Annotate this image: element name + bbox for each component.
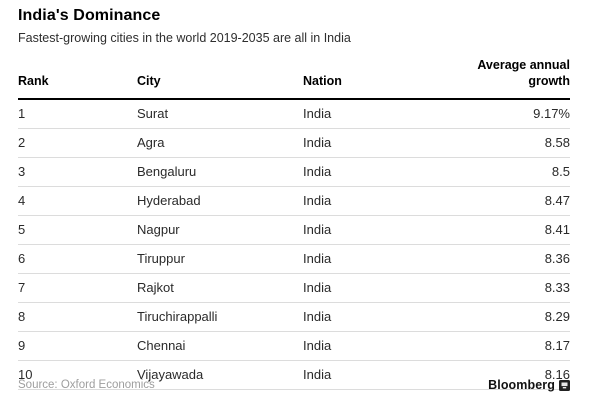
rank-cell: 2: [18, 128, 137, 158]
growth-cell: 9.17%: [448, 98, 570, 129]
rank-cell: 6: [18, 244, 137, 274]
nation-cell: India: [303, 302, 448, 332]
rank-cell: 3: [18, 157, 137, 187]
city-cell: Hyderabad: [137, 186, 303, 216]
nation-cell: India: [303, 244, 448, 274]
table-row: 1 Surat India 9.17%: [18, 98, 570, 129]
city-cell: Chennai: [137, 331, 303, 361]
column-header-nation: Nation: [303, 58, 448, 100]
nation-cell: India: [303, 215, 448, 245]
chart-title: India's Dominance: [18, 7, 161, 24]
rank-cell: 10: [18, 360, 137, 390]
table-row: 5 Nagpur India 8.41: [18, 215, 570, 245]
chart-subtitle: Fastest-growing cities in the world 2019…: [18, 31, 351, 45]
table-header-row: Rank City Nation Average annual growth: [18, 58, 570, 100]
table-row: 10 Vijayawada India 8.16: [18, 360, 570, 390]
growth-cell: 8.5: [448, 157, 570, 187]
rank-cell: 9: [18, 331, 137, 361]
table-row: 6 Tiruppur India 8.36: [18, 244, 570, 274]
growth-cell: 8.16: [448, 360, 570, 390]
bloomberg-brand: Bloomberg: [488, 378, 570, 392]
table-row: 4 Hyderabad India 8.47: [18, 186, 570, 216]
growth-cell: 8.33: [448, 273, 570, 303]
city-cell: Surat: [137, 98, 303, 129]
source-note: Source: Oxford Economics: [18, 379, 155, 391]
growth-cell: 8.41: [448, 215, 570, 245]
bloomberg-wordmark: Bloomberg: [488, 378, 555, 392]
table-row: 3 Bengaluru India 8.5: [18, 157, 570, 187]
city-cell: Bengaluru: [137, 157, 303, 187]
city-cell: Nagpur: [137, 215, 303, 245]
growth-cell: 8.17: [448, 331, 570, 361]
nation-cell: India: [303, 360, 448, 390]
nation-cell: India: [303, 186, 448, 216]
city-cell: Tiruppur: [137, 244, 303, 274]
column-header-growth: Average annual growth: [448, 58, 570, 100]
rankings-table: Rank City Nation Average annual growth 1…: [18, 58, 570, 390]
growth-cell: 8.47: [448, 186, 570, 216]
city-cell: Rajkot: [137, 273, 303, 303]
growth-cell: 8.58: [448, 128, 570, 158]
city-cell: Tiruchirappalli: [137, 302, 303, 332]
rank-cell: 4: [18, 186, 137, 216]
bloomberg-terminal-icon: [559, 379, 570, 391]
nation-cell: India: [303, 157, 448, 187]
nation-cell: India: [303, 98, 448, 129]
table-row: 9 Chennai India 8.17: [18, 331, 570, 361]
nation-cell: India: [303, 273, 448, 303]
table-body: 1 Surat India 9.17% 2 Agra India 8.58 3 …: [18, 98, 570, 390]
table-row: 8 Tiruchirappalli India 8.29: [18, 302, 570, 332]
growth-cell: 8.36: [448, 244, 570, 274]
rank-cell: 8: [18, 302, 137, 332]
growth-cell: 8.29: [448, 302, 570, 332]
column-header-rank: Rank: [18, 58, 137, 100]
city-cell: Vijayawada: [137, 360, 303, 390]
rank-cell: 5: [18, 215, 137, 245]
chart-footer: Source: Oxford Economics Bloomberg: [18, 378, 570, 392]
nation-cell: India: [303, 128, 448, 158]
column-header-city: City: [137, 58, 303, 100]
city-cell: Agra: [137, 128, 303, 158]
rank-cell: 1: [18, 98, 137, 129]
table-row: 7 Rajkot India 8.33: [18, 273, 570, 303]
rank-cell: 7: [18, 273, 137, 303]
nation-cell: India: [303, 331, 448, 361]
table-row: 2 Agra India 8.58: [18, 128, 570, 158]
